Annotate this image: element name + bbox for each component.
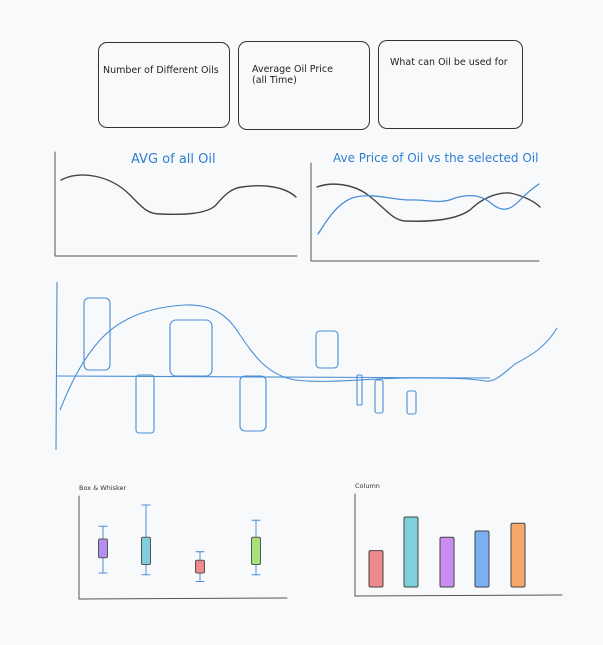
column-bar <box>368 550 384 588</box>
box <box>141 536 151 565</box>
waterfall-sketch <box>55 281 558 451</box>
column-bar <box>403 516 419 588</box>
sketch-trend-line <box>59 304 558 411</box>
box <box>98 538 108 559</box>
sketch-box <box>315 330 339 369</box>
sketch-box <box>239 375 267 432</box>
avg-chart-title: AVG of all Oil <box>131 152 216 167</box>
selected-oil-line <box>317 183 540 235</box>
avg-line <box>60 174 297 215</box>
box-chart-x-axis <box>78 597 288 600</box>
column-chart-title: Column <box>355 482 380 490</box>
avg-price-line <box>316 183 541 222</box>
box-whisker-chart <box>78 495 288 600</box>
column-bar <box>439 536 455 588</box>
kpi-card-label: Average Oil Price (all Time) <box>252 64 333 86</box>
compare-chart <box>310 162 541 262</box>
column-bar <box>510 522 526 588</box>
column-chart <box>354 493 563 597</box>
sketch-box <box>356 374 363 406</box>
kpi-card-oil-uses: What can Oil be used for <box>378 40 523 129</box>
sketch-box <box>83 297 111 371</box>
sketch-box <box>169 319 213 377</box>
compare-chart-title: Ave Price of Oil vs the selected Oil <box>333 151 539 165</box>
box-chart-title: Box & Whisker <box>79 484 127 492</box>
sketch-y-axis <box>55 281 58 451</box>
kpi-card-avg-price: Average Oil Price (all Time) <box>238 41 370 130</box>
column-chart-x-axis <box>354 594 563 597</box>
sketch-box <box>135 374 155 434</box>
sketch-box <box>374 379 384 414</box>
kpi-card-oil-count: Number of Different Oils <box>98 42 230 128</box>
kpi-card-label: What can Oil be used for <box>390 57 508 68</box>
box <box>251 536 261 565</box>
avg-chart <box>54 151 298 257</box>
kpi-card-label: Number of Different Oils <box>103 65 219 76</box>
sketch-box <box>406 390 417 415</box>
column-bar <box>474 530 490 588</box>
box <box>195 559 205 574</box>
